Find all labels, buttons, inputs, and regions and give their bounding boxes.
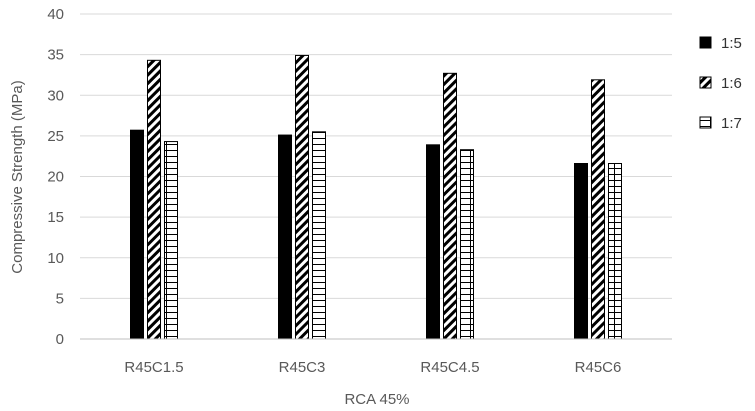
bar-1-7-r45c6	[608, 163, 622, 340]
y-tick-label: 5	[56, 290, 64, 307]
bar-1-5-r45c1-5	[130, 129, 144, 340]
x-category-label: R45C3	[279, 359, 326, 376]
y-tick-label: 30	[47, 87, 64, 104]
bar-1-7-r45c1-5	[164, 141, 178, 340]
y-tick-label: 20	[47, 169, 64, 186]
y-tick-label: 0	[56, 331, 64, 348]
bar-1-6-r45c6	[591, 79, 605, 340]
y-axis-title: Compressive Strength (MPa)	[9, 80, 26, 273]
gridlines	[80, 13, 672, 299]
bar-1-5-r45c3	[278, 134, 292, 340]
bar-1-7-r45c3	[312, 131, 326, 340]
bar-1-6-r45c3	[295, 54, 309, 340]
y-axis-ticks: 0 5 10 15 20 25 30 35 40	[47, 6, 64, 348]
legend-label: 1:5	[721, 35, 742, 52]
x-category-label: R45C1.5	[124, 359, 183, 376]
bar-1-7-r45c4-5	[460, 149, 474, 340]
legend-swatch	[699, 116, 712, 129]
y-tick-label: 15	[47, 209, 64, 226]
x-axis-title: RCA 45%	[344, 391, 409, 408]
x-category-label: R45C4.5	[420, 359, 479, 376]
y-tick-label: 10	[47, 250, 64, 267]
x-axis-categories: R45C1.5 R45C3 R45C4.5 R45C6	[124, 359, 621, 376]
legend-label: 1:6	[721, 75, 742, 92]
legend-swatch	[699, 76, 712, 89]
bar-1-5-r45c4-5	[426, 144, 440, 340]
legend-swatch	[699, 36, 712, 49]
bar-1-6-r45c1-5	[147, 59, 161, 340]
bar-1-6-r45c4-5	[443, 72, 457, 340]
bars	[130, 54, 622, 340]
y-tick-label: 35	[47, 47, 64, 64]
x-category-label: R45C6	[575, 359, 622, 376]
bar-1-5-r45c6	[574, 163, 588, 340]
y-tick-label: 25	[47, 128, 64, 145]
legend-label: 1:7	[721, 115, 742, 132]
legend: 1:5 1:6 1:7	[699, 35, 742, 132]
y-tick-label: 40	[47, 6, 64, 23]
